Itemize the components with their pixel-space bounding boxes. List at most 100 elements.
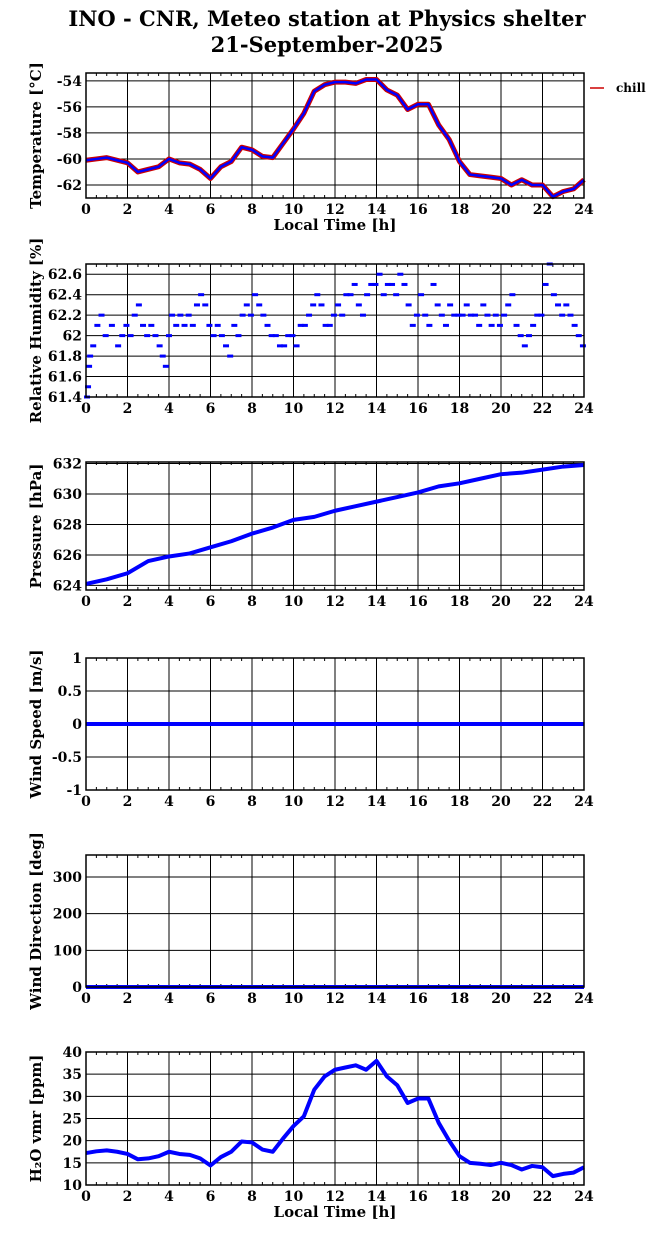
x-tick-label: 4 <box>164 794 174 810</box>
plot-frame <box>85 72 585 199</box>
data-point <box>206 323 213 327</box>
legend-entry: chill <box>616 81 646 95</box>
x-tick-label: 6 <box>206 991 216 1007</box>
x-tick-label: 22 <box>533 1189 552 1205</box>
plot-frame <box>85 461 585 591</box>
x-tick-label: 8 <box>247 594 257 610</box>
x-tick-label: 14 <box>367 991 387 1007</box>
plot-frame <box>85 657 585 791</box>
data-point <box>575 334 582 338</box>
data-point <box>243 303 250 307</box>
y-tick-label: 62 <box>63 329 82 345</box>
x-tick-label: 12 <box>325 401 344 417</box>
x-axis-label: Local Time [h] <box>274 216 397 234</box>
data-point <box>563 303 570 307</box>
x-tick-label: 12 <box>325 202 344 218</box>
data-point <box>501 313 508 317</box>
data-point <box>165 334 172 338</box>
x-tick-label: 20 <box>491 594 511 610</box>
data-point <box>177 313 184 317</box>
y-tick-label: 624 <box>53 578 82 594</box>
x-tick-label: 10 <box>284 401 304 417</box>
data-point <box>235 334 242 338</box>
series-line <box>85 78 585 198</box>
x-tick-label: 12 <box>325 991 344 1007</box>
data-point <box>94 323 101 327</box>
x-tick-label: 0 <box>81 202 91 218</box>
x-tick-label: 0 <box>81 1189 91 1205</box>
data-point <box>438 313 445 317</box>
x-tick-label: 24 <box>574 202 594 218</box>
data-point <box>401 282 408 286</box>
data-point <box>550 293 557 297</box>
y-tick-label: -58 <box>57 126 82 142</box>
figure-title-line2: 21-September-2025 <box>211 32 444 57</box>
data-point <box>496 323 503 327</box>
x-tick-label: 2 <box>123 401 133 417</box>
chart-panels: 0 2 4 6 8 10 12 14 16 18 20 22 24-62-60-58-56-54Temp… <box>27 62 646 1221</box>
data-series <box>84 262 586 399</box>
data-point <box>156 344 163 348</box>
data-point <box>119 334 126 338</box>
data-point <box>509 293 516 297</box>
x-tick-label: 22 <box>533 991 552 1007</box>
data-point <box>538 313 545 317</box>
data-point <box>85 385 92 389</box>
y-tick-label: -1 <box>66 783 82 799</box>
data-point <box>330 313 337 317</box>
x-tick-label: 0 <box>81 991 91 1007</box>
x-tick-label: 8 <box>247 794 257 810</box>
data-point <box>301 323 308 327</box>
y-tick-label: 300 <box>53 870 82 886</box>
figure-title-line1: INO - CNR, Meteo station at Physics shel… <box>68 6 586 31</box>
x-tick-label: 24 <box>574 401 594 417</box>
data-point <box>389 282 396 286</box>
data-point <box>135 303 142 307</box>
x-tick-label: 0 <box>81 794 91 810</box>
y-tick-label: 61.8 <box>48 349 82 365</box>
data-point <box>148 323 155 327</box>
data-point <box>252 293 259 297</box>
data-point <box>293 344 300 348</box>
data-point <box>276 344 283 348</box>
data-point <box>467 313 474 317</box>
data-point <box>517 334 524 338</box>
x-tick-label: 24 <box>574 1189 594 1205</box>
y-tick-label: -60 <box>57 152 83 168</box>
data-point <box>567 313 574 317</box>
x-tick-label: 24 <box>574 594 594 610</box>
y-tick-label: -54 <box>57 74 83 90</box>
x-axis-label: Local Time [h] <box>274 1203 397 1221</box>
data-point <box>108 323 115 327</box>
y-tick-label: 628 <box>53 517 82 533</box>
x-tick-label: 4 <box>164 202 174 218</box>
x-tick-label: 10 <box>284 594 304 610</box>
data-point <box>214 323 221 327</box>
y-axis-label: Temperature [°C] <box>27 62 45 209</box>
data-point <box>405 303 412 307</box>
x-tick-label: 6 <box>206 1189 216 1205</box>
x-tick-label: 6 <box>206 794 216 810</box>
x-tick-label: 6 <box>206 594 216 610</box>
x-tick-label: 16 <box>408 202 427 218</box>
x-tick-label: 14 <box>367 202 387 218</box>
y-axis-label: H₂O vmr [ppm] <box>27 1055 45 1183</box>
data-point <box>115 344 122 348</box>
x-tick-label: 0 <box>81 594 91 610</box>
legend: chill <box>590 81 646 95</box>
data-point <box>231 323 238 327</box>
x-tick-label: 10 <box>284 991 304 1007</box>
y-tick-label: 61.6 <box>48 370 82 386</box>
data-point <box>87 354 94 358</box>
x-tick-label: 4 <box>164 594 174 610</box>
x-tick-label: 10 <box>284 1189 304 1205</box>
data-point <box>322 323 329 327</box>
y-tick-label: -0.5 <box>52 750 82 766</box>
x-tick-label: 0 <box>81 401 91 417</box>
x-tick-label: 8 <box>247 1189 257 1205</box>
x-tick-label: 14 <box>367 594 387 610</box>
x-tick-label: 2 <box>123 1189 133 1205</box>
x-tick-label: 14 <box>367 401 387 417</box>
x-tick-label: 22 <box>533 794 552 810</box>
